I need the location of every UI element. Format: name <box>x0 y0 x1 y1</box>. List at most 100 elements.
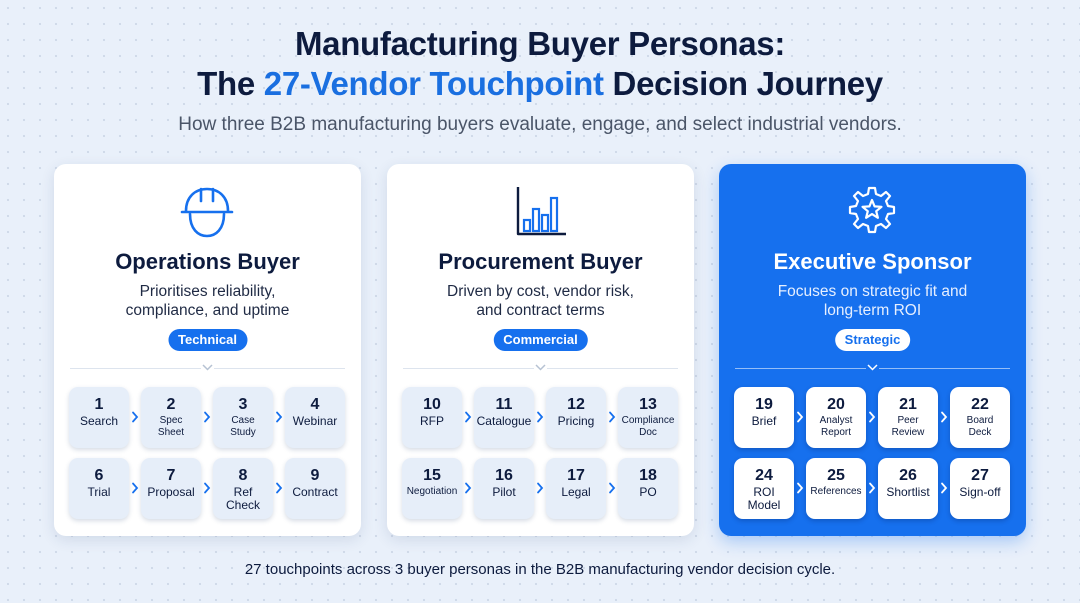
chevron-right-icon <box>132 482 139 494</box>
touchpoint-tile: 6 Trial <box>69 458 129 519</box>
touchpoint-label: Analyst Report <box>819 415 853 438</box>
persona-badge: Strategic <box>834 329 911 351</box>
touchpoint-label: Compliance Doc <box>621 415 675 438</box>
persona-description-line: Driven by cost, vendor risk, <box>447 283 634 300</box>
touchpoint-label: Catalogue <box>476 414 532 428</box>
chevron-right-icon <box>941 482 948 494</box>
touchpoint-label: Brief <box>751 414 777 428</box>
touchpoint-number: 8 <box>238 467 248 484</box>
touchpoint-number: 21 <box>899 396 917 413</box>
touchpoint-label: Pricing <box>557 414 595 428</box>
touchpoint-tile: 4 Webinar <box>285 387 345 448</box>
chevron-right-icon <box>609 411 616 423</box>
touchpoint-tile: 1 Search <box>69 387 129 448</box>
bar-chart-icon <box>516 187 566 236</box>
touchpoint-number: 26 <box>899 467 917 484</box>
touchpoint-number: 1 <box>94 396 104 413</box>
touchpoint-label: RFP <box>420 414 444 428</box>
touchpoint-number: 16 <box>495 467 513 484</box>
chevron-down-icon <box>534 363 547 372</box>
touchpoint-number: 18 <box>639 467 657 484</box>
touchpoint-number: 3 <box>238 396 248 413</box>
touchpoint-label: Contract <box>292 485 338 499</box>
chevron-right-icon <box>276 482 283 494</box>
touchpoint-label: ROI Model <box>747 485 781 512</box>
persona-card-executive: Executive Sponsor Focuses on strategic f… <box>719 164 1026 536</box>
page-subtitle: How three B2B manufacturing buyers evalu… <box>178 114 902 135</box>
title-line-2-post: Decision Journey <box>603 65 884 102</box>
persona-description-line: compliance, and uptime <box>125 302 290 319</box>
chevron-right-icon <box>869 482 876 494</box>
touchpoint-number: 22 <box>971 396 989 413</box>
touchpoint-label: Board Deck <box>966 415 994 438</box>
touchpoint-label: Negotiation <box>406 486 458 497</box>
touchpoint-tile: 15 Negotiation <box>402 458 462 519</box>
touchpoint-label: Search <box>79 414 119 428</box>
touchpoint-number: 25 <box>827 467 845 484</box>
chevron-down-icon <box>201 363 214 372</box>
touchpoint-tile: 8 Ref Check <box>213 458 273 519</box>
touchpoint-number: 15 <box>423 467 441 484</box>
touchpoint-tile: 7 Proposal <box>141 458 201 519</box>
persona-name: Executive Sponsor <box>773 249 972 274</box>
touchpoint-grid: 1 Search 2 Spec Sheet 3 Case Study 4 Webinar 6 Tria… <box>69 387 346 519</box>
touchpoint-label: Peer Review <box>891 415 925 438</box>
touchpoint-tile: 20 Analyst Report <box>806 387 866 448</box>
persona-description-line: and contract terms <box>476 302 605 319</box>
touchpoint-tile: 26 Shortlist <box>878 458 938 519</box>
touchpoint-number: 6 <box>94 467 104 484</box>
chevron-right-icon <box>941 411 948 423</box>
touchpoint-number: 11 <box>495 396 513 413</box>
touchpoint-label: PO <box>639 485 657 499</box>
touchpoint-number: 7 <box>166 467 176 484</box>
touchpoint-label: Webinar <box>292 414 338 428</box>
page-title: Manufacturing Buyer Personas: The 27-Ven… <box>0 24 1080 104</box>
touchpoint-tile: 3 Case Study <box>213 387 273 448</box>
touchpoint-number: 20 <box>827 396 845 413</box>
chevron-right-icon <box>797 411 804 423</box>
touchpoint-tile: 10 RFP <box>402 387 462 448</box>
touchpoint-tile: 13 Compliance Doc <box>618 387 678 448</box>
persona-description-line: Prioritises reliability, <box>139 283 276 300</box>
touchpoint-tile: 9 Contract <box>285 458 345 519</box>
touchpoint-number: 13 <box>639 396 657 413</box>
touchpoint-label: Ref Check <box>225 485 260 512</box>
touchpoint-tile: 25 References <box>806 458 866 519</box>
touchpoint-number: 12 <box>567 396 585 413</box>
persona-card-operations: Operations Buyer Prioritises reliability… <box>54 164 361 536</box>
touchpoint-tile: 18 PO <box>618 458 678 519</box>
chevron-right-icon <box>537 411 544 423</box>
chevron-right-icon <box>465 411 472 423</box>
touchpoint-number: 24 <box>755 467 773 484</box>
persona-description-line: Focuses on strategic fit and <box>777 283 968 300</box>
touchpoint-tile: 2 Spec Sheet <box>141 387 201 448</box>
chevron-right-icon <box>276 411 283 423</box>
hard-hat-icon <box>180 187 234 238</box>
touchpoint-label: References <box>810 486 862 497</box>
touchpoint-number: 10 <box>423 396 441 413</box>
touchpoint-label: Spec Sheet <box>157 415 185 438</box>
touchpoint-label: Sign-off <box>959 485 1001 499</box>
chevron-right-icon <box>609 482 616 494</box>
persona-name: Operations Buyer <box>115 249 300 274</box>
chevron-right-icon <box>465 482 472 494</box>
chevron-right-icon <box>132 411 139 423</box>
chevron-right-icon <box>869 411 876 423</box>
persona-badge: Commercial <box>493 329 588 351</box>
touchpoint-number: 9 <box>310 467 320 484</box>
touchpoint-label: Case Study <box>230 415 256 438</box>
touchpoint-tile: 21 Peer Review <box>878 387 938 448</box>
touchpoint-tile: 27 Sign-off <box>950 458 1010 519</box>
chevron-right-icon <box>537 482 544 494</box>
touchpoint-label: Trial <box>87 485 111 499</box>
gear-star-icon <box>848 186 896 234</box>
touchpoint-number: 2 <box>166 396 176 413</box>
touchpoint-number: 27 <box>971 467 989 484</box>
touchpoint-label: Shortlist <box>886 485 930 499</box>
persona-card-procurement: Procurement Buyer Driven by cost, vendor… <box>387 164 694 536</box>
touchpoint-grid: 10 RFP 11 Catalogue 12 Pricing 13 Compliance Doc… <box>402 387 679 519</box>
touchpoint-tile: 22 Board Deck <box>950 387 1010 448</box>
touchpoint-number: 4 <box>310 396 320 413</box>
chevron-right-icon <box>204 411 211 423</box>
touchpoint-tile: 17 Legal <box>546 458 606 519</box>
